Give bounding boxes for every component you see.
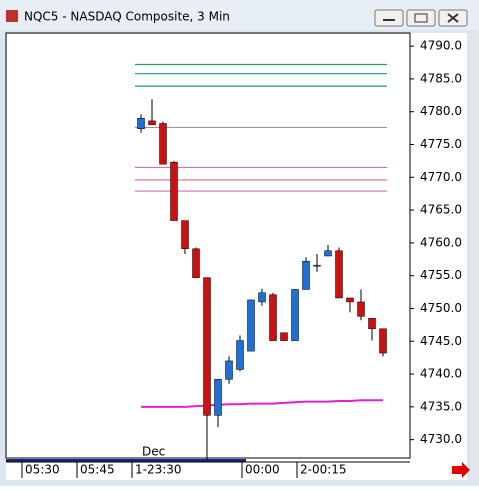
minimize-button[interactable] <box>374 9 404 27</box>
maximize-icon <box>414 13 428 23</box>
window-title: NQC5 - NASDAQ Composite, 3 Min <box>24 10 230 24</box>
close-icon <box>447 13 459 23</box>
x-tick-label: 05:30 <box>25 463 60 477</box>
maximize-button[interactable] <box>406 9 436 27</box>
candle-body <box>192 248 200 278</box>
candle-body <box>236 340 244 370</box>
scroll-arrow[interactable] <box>452 462 470 478</box>
candle-body <box>313 264 321 267</box>
annotation: Dec <box>142 445 165 459</box>
y-tick-label: 4785.0 <box>420 71 462 85</box>
candle-body <box>214 379 222 416</box>
y-tick-label: 4745.0 <box>420 334 462 348</box>
candle-body <box>357 301 365 317</box>
candle-body <box>181 220 189 250</box>
y-tick-label: 4790.0 <box>420 39 462 53</box>
candle-body <box>269 294 277 341</box>
scroll-bar <box>6 459 246 462</box>
y-tick-label: 4730.0 <box>420 432 462 446</box>
candle-body <box>324 250 332 257</box>
candle-body <box>280 332 288 341</box>
y-tick-label: 4775.0 <box>420 137 462 151</box>
candle-body <box>159 123 167 165</box>
candle-body <box>225 360 233 380</box>
y-tick-label: 4750.0 <box>420 301 462 315</box>
candle-body <box>258 292 266 303</box>
candle-body <box>247 299 255 352</box>
candle-body <box>291 289 299 341</box>
y-tick-label: 4755.0 <box>420 268 462 282</box>
y-tick-label: 4770.0 <box>420 170 462 184</box>
candle-body <box>137 118 145 130</box>
x-tick-label: 1-23:30 <box>135 463 182 477</box>
candle-body <box>379 328 387 354</box>
candle-body <box>203 277 211 416</box>
candle-body <box>335 250 343 299</box>
y-tick-label: 4740.0 <box>420 367 462 381</box>
x-tick-label: 00:00 <box>245 463 280 477</box>
candle-body <box>368 318 376 330</box>
x-tick-label: 2-00:15 <box>300 463 347 477</box>
y-tick-label: 4765.0 <box>420 203 462 217</box>
y-tick-label: 4760.0 <box>420 235 462 249</box>
y-tick-label: 4735.0 <box>420 399 462 413</box>
x-tick-label: 05:45 <box>80 463 115 477</box>
overlay-line <box>141 399 383 408</box>
candle-body <box>346 297 354 303</box>
candle-body <box>170 161 178 221</box>
y-tick-label: 4780.0 <box>420 104 462 118</box>
window-icon <box>6 10 18 22</box>
candle-body <box>148 120 156 126</box>
candle-body <box>302 260 310 290</box>
